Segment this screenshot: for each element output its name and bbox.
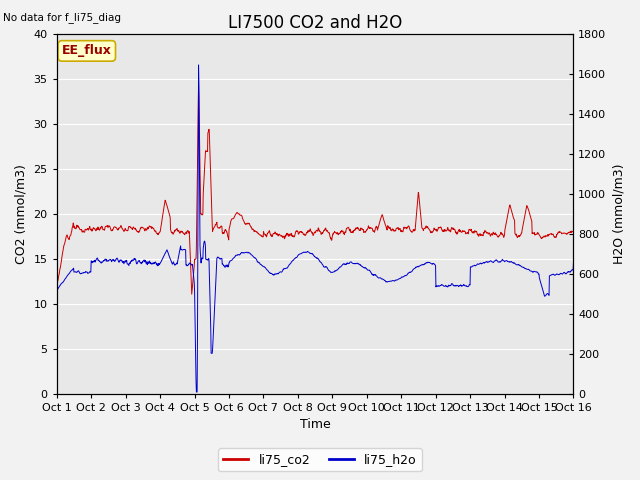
li75_h2o	[570, 260, 577, 266]
li75_h2o	[156, 262, 163, 268]
li75_h2o	[509, 260, 516, 265]
Line: li75_h2o: li75_h2o	[57, 65, 573, 392]
Text: No data for f_li75_diag: No data for f_li75_diag	[3, 12, 121, 23]
li75_co2	[396, 226, 403, 232]
X-axis label: Time: Time	[300, 419, 330, 432]
Line: li75_co2: li75_co2	[57, 85, 573, 294]
li75_h2o	[53, 288, 61, 293]
li75_co2	[227, 222, 234, 228]
li75_h2o	[168, 259, 175, 265]
li75_co2	[570, 229, 577, 235]
Text: EE_flux: EE_flux	[62, 45, 112, 58]
li75_h2o	[396, 276, 403, 281]
li75_co2	[509, 213, 516, 218]
li75_h2o	[227, 258, 234, 264]
li75_h2o	[463, 284, 471, 289]
li75_co2	[188, 291, 196, 297]
li75_co2	[195, 83, 202, 88]
li75_co2	[463, 230, 471, 236]
Title: LI7500 CO2 and H2O: LI7500 CO2 and H2O	[228, 14, 402, 32]
li75_co2	[53, 283, 61, 289]
li75_co2	[156, 230, 163, 236]
Y-axis label: H2O (mmol/m3): H2O (mmol/m3)	[612, 164, 625, 264]
li75_h2o	[195, 62, 202, 68]
Legend: li75_co2, li75_h2o: li75_co2, li75_h2o	[218, 448, 422, 471]
Y-axis label: CO2 (mmol/m3): CO2 (mmol/m3)	[15, 164, 28, 264]
li75_co2	[168, 230, 175, 236]
li75_h2o	[193, 389, 200, 395]
